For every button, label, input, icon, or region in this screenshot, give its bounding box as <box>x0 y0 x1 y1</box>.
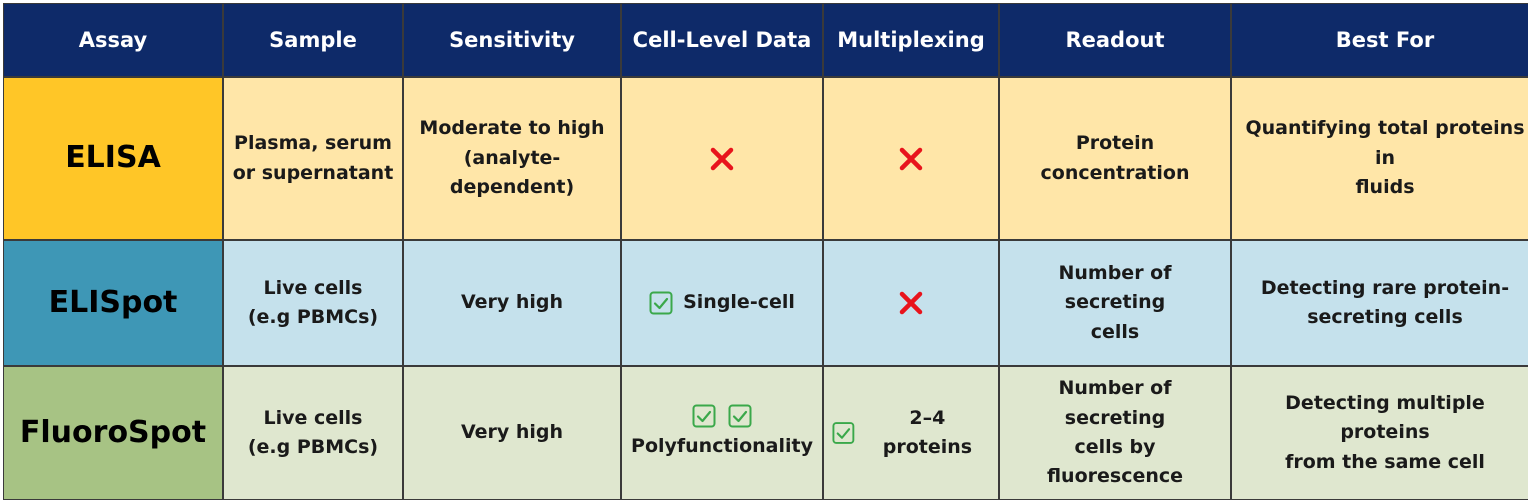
cell-line: Live cells <box>263 406 363 429</box>
cross-icon <box>899 147 923 170</box>
row-label-elispot: ELISpot <box>4 241 222 365</box>
row-label-elisa: ELISA <box>4 78 222 239</box>
cell-line: Number of secreting <box>1058 377 1172 429</box>
cell-level-label: Single-cell <box>683 291 795 314</box>
cell-line: Quantifying total proteins in <box>1245 117 1525 169</box>
cell-line: (analyte- <box>463 146 561 169</box>
elisa-cell-level-cell <box>622 78 822 239</box>
header-sample: Sample <box>224 4 402 76</box>
cell-line: dependent) <box>449 176 575 199</box>
cell-line: secreting cells <box>1307 306 1463 328</box>
elispot-sensitivity-cell: Very high <box>404 241 620 365</box>
checkbox-icon <box>692 404 716 428</box>
cross-icon <box>710 147 734 170</box>
checkbox-icon <box>649 291 673 315</box>
cell-line: Moderate to high <box>419 117 605 140</box>
elisa-best-for-cell: Quantifying total proteins in fluids <box>1232 78 1528 239</box>
cell-line: Protein <box>1075 132 1155 155</box>
fluorospot-multiplexing-cell: 2–4 proteins <box>824 367 998 499</box>
elispot-multiplexing-cell <box>824 241 998 365</box>
elispot-readout-cell: Number of secreting cells <box>1000 241 1230 365</box>
fluorospot-cell-level-cell: Polyfunctionality <box>622 367 822 499</box>
cell-line: or supernatant <box>232 161 394 184</box>
checkbox-icon <box>832 422 855 444</box>
cell-line: Number of secreting <box>1058 261 1172 314</box>
elispot-sample-cell: Live cells (e.g PBMCs) <box>224 241 402 365</box>
fluorospot-sensitivity-cell: Very high <box>404 367 620 499</box>
header-best-for: Best For <box>1232 4 1528 76</box>
cell-line: Plasma, serum <box>234 132 392 155</box>
cell-line: Very high <box>460 421 564 444</box>
cell-line: Very high <box>460 291 564 314</box>
header-sensitivity: Sensitivity <box>404 4 620 76</box>
cell-line: fluids <box>1355 176 1415 199</box>
fluorospot-sample-cell: Live cells (e.g PBMCs) <box>224 367 402 499</box>
cell-line: cells <box>1090 320 1140 343</box>
elispot-best-for-cell: Detecting rare protein- secreting cells <box>1232 241 1528 365</box>
elisa-multiplexing-cell <box>824 78 998 239</box>
fluorospot-readout-cell: Number of secreting cells by fluorescenc… <box>1000 367 1230 499</box>
fluorospot-best-for-cell: Detecting multiple proteins from the sam… <box>1232 367 1528 499</box>
cross-icon <box>899 291 923 315</box>
cell-line: cells by <box>1074 436 1156 458</box>
checkbox-icon <box>728 404 752 428</box>
cell-level-label: Polyfunctionality <box>631 435 813 458</box>
elisa-sensitivity-cell: Moderate to high (analyte- dependent) <box>404 78 620 239</box>
cell-line: fluorescence <box>1046 465 1184 488</box>
header-cell-level-data: Cell-Level Data <box>622 4 822 76</box>
cell-line: Detecting multiple proteins <box>1285 391 1485 444</box>
assay-comparison-table: Assay Sample Sensitivity Cell-Level Data… <box>3 3 1528 500</box>
cell-line: from the same cell <box>1285 450 1485 473</box>
header-assay: Assay <box>4 4 222 76</box>
cell-line: (e.g PBMCs) <box>247 306 379 328</box>
elisa-readout-cell: Protein concentration <box>1000 78 1230 239</box>
elisa-sample-cell: Plasma, serum or supernatant <box>224 78 402 239</box>
elispot-cell-level-cell: Single-cell <box>622 241 822 365</box>
cell-line: (e.g PBMCs) <box>247 436 379 458</box>
cell-line: Live cells <box>263 276 363 299</box>
cell-line: Detecting rare protein- <box>1260 276 1510 299</box>
header-readout: Readout <box>1000 4 1230 76</box>
row-label-fluorospot: FluoroSpot <box>4 367 222 499</box>
header-multiplexing: Multiplexing <box>824 4 998 76</box>
multiplexing-label: 2–4 proteins <box>882 406 973 458</box>
cell-line: concentration <box>1040 161 1190 184</box>
